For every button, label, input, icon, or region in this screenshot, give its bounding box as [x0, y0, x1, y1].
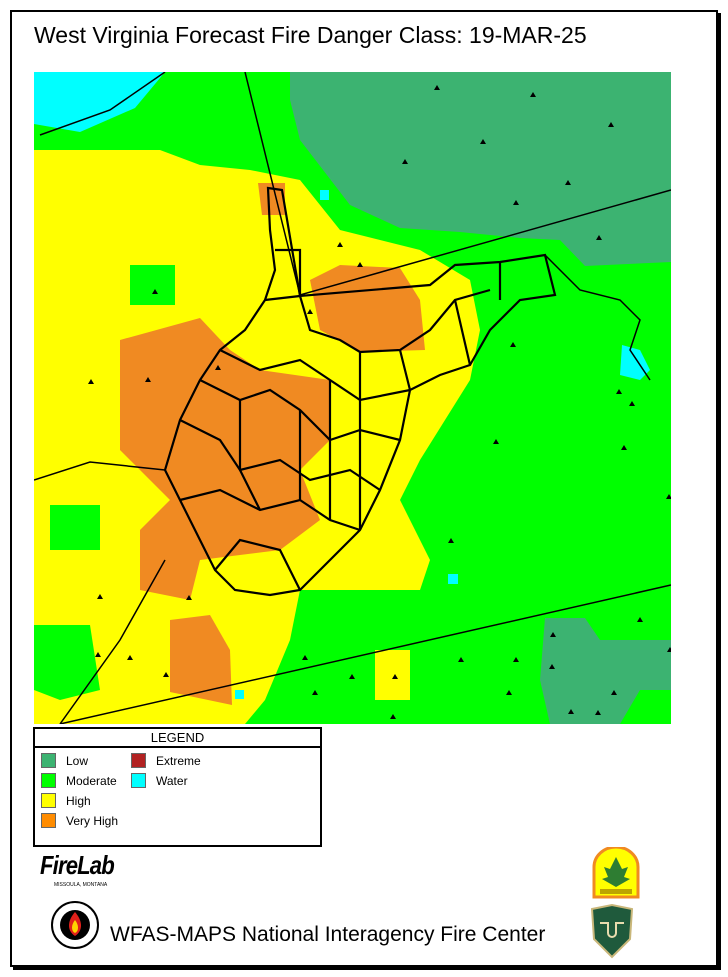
station-triangle-icon	[152, 289, 158, 294]
station-triangle-icon	[390, 714, 396, 719]
station-triangle-icon	[513, 200, 519, 205]
wv-division-of-forestry-logo	[592, 847, 640, 899]
station-triangle-icon	[88, 379, 94, 384]
us-forest-service-logo	[590, 903, 634, 959]
station-triangle-icon	[666, 494, 671, 499]
station-triangle-icon	[596, 235, 602, 240]
footer-text: WFAS-MAPS National Interagency Fire Cent…	[110, 923, 546, 946]
station-triangle-icon	[480, 139, 486, 144]
legend-label: Extreme	[156, 753, 201, 768]
station-triangle-icon	[145, 377, 151, 382]
station-triangle-icon	[550, 632, 556, 637]
station-triangle-icon	[97, 594, 103, 599]
water-patch	[448, 574, 458, 584]
station-triangle-icon	[549, 664, 555, 669]
nifc-seal-logo	[51, 901, 99, 949]
station-triangle-icon	[506, 690, 512, 695]
legend-item-water: Water	[131, 773, 188, 788]
station-triangle-icon	[302, 655, 308, 660]
firelab-logo-subtitle: MISSOULA, MONTANA	[54, 882, 108, 888]
very-high-area-west	[120, 318, 330, 600]
station-triangle-icon	[186, 595, 192, 600]
state-boundary-line	[59, 559, 166, 724]
station-triangle-icon	[392, 674, 398, 679]
legend-swatch	[41, 773, 56, 788]
station-triangle-icon	[312, 690, 318, 695]
station-triangle-icon	[448, 538, 454, 543]
map-svg	[34, 72, 671, 724]
station-triangle-icon	[434, 85, 440, 90]
station-markers	[88, 85, 671, 719]
legend-heading: LEGEND	[35, 729, 320, 748]
station-triangle-icon	[637, 617, 643, 622]
state-boundary-line	[544, 254, 651, 381]
station-triangle-icon	[568, 709, 574, 714]
high-area-south	[375, 650, 410, 700]
state-boundary-line	[59, 584, 671, 724]
station-triangle-icon	[629, 401, 635, 406]
legend-item-very-high: Very High	[41, 813, 118, 828]
legend-label: High	[66, 793, 91, 808]
legend-swatch	[41, 753, 56, 768]
station-triangle-icon	[611, 690, 617, 695]
water-patch	[320, 190, 329, 200]
legend-swatch	[131, 753, 146, 768]
station-triangle-icon	[493, 439, 499, 444]
water-patch	[235, 690, 244, 699]
water-chesapeake	[620, 345, 650, 380]
legend-item-moderate: Moderate	[41, 773, 117, 788]
station-triangle-icon	[215, 365, 221, 370]
very-high-area-north	[310, 265, 425, 352]
station-triangle-icon	[510, 342, 516, 347]
moderate-patch-3	[34, 625, 100, 700]
station-triangle-icon	[337, 242, 343, 247]
station-triangle-icon	[163, 672, 169, 677]
station-triangle-icon	[402, 159, 408, 164]
moderate-patch-1	[130, 265, 175, 305]
station-triangle-icon	[357, 262, 363, 267]
legend-label: Very High	[66, 813, 119, 828]
station-triangle-icon	[307, 309, 313, 314]
station-triangle-icon	[565, 180, 571, 185]
station-triangle-icon	[595, 710, 601, 715]
very-high-area-south	[170, 615, 232, 705]
station-triangle-icon	[458, 657, 464, 662]
firelab-logo: FireLab	[40, 850, 115, 880]
station-triangle-icon	[513, 657, 519, 662]
legend-item-extreme: Extreme	[131, 753, 201, 768]
legend-swatch	[41, 813, 56, 828]
legend-label: Moderate	[66, 773, 117, 788]
wv-outline	[163, 186, 557, 597]
station-triangle-icon	[621, 445, 627, 450]
low-area-south	[540, 618, 671, 724]
water-lake-erie	[34, 72, 165, 132]
legend-label: Water	[156, 773, 188, 788]
map-title: West Virginia Forecast Fire Danger Class…	[34, 22, 587, 48]
legend-label: Low	[66, 753, 89, 768]
legend-swatch	[41, 793, 56, 808]
station-triangle-icon	[95, 652, 101, 657]
legend-item-low: Low	[41, 753, 88, 768]
station-triangle-icon	[349, 674, 355, 679]
page-frame	[10, 10, 718, 967]
legend-swatch	[131, 773, 146, 788]
state-boundary-line	[34, 461, 166, 481]
west-virginia-counties	[163, 186, 557, 597]
station-triangle-icon	[608, 122, 614, 127]
station-triangle-icon	[667, 647, 671, 652]
station-triangle-icon	[530, 92, 536, 97]
legend: LEGEND Low Moderate High Very High Extre…	[33, 727, 322, 847]
station-triangle-icon	[616, 389, 622, 394]
legend-item-high: High	[41, 793, 91, 808]
station-triangle-icon	[127, 655, 133, 660]
moderate-patch-2	[50, 505, 100, 550]
shoreline	[39, 72, 166, 136]
fire-danger-map	[34, 72, 671, 724]
